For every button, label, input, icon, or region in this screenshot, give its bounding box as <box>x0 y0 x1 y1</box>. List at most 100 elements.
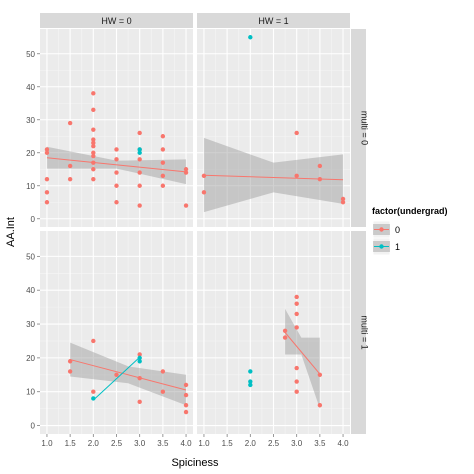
data-point-0 <box>114 147 119 152</box>
y-tick-label: 50 <box>26 252 35 261</box>
data-point-1 <box>137 359 142 364</box>
data-point-0 <box>114 170 119 175</box>
data-point-0 <box>137 352 142 357</box>
data-point-1 <box>248 369 253 374</box>
data-point-0 <box>91 137 96 142</box>
data-point-0 <box>201 190 207 195</box>
y-tick-label: 20 <box>26 149 35 158</box>
x-tick-label: 3.5 <box>157 439 169 448</box>
data-point-0 <box>183 382 189 388</box>
panel-data-1-1 <box>248 294 323 409</box>
x-tick-label: 1.0 <box>41 439 53 448</box>
data-point-0 <box>91 167 96 172</box>
data-point-0 <box>294 311 299 317</box>
y-tick-label: 30 <box>26 116 35 125</box>
data-point-0 <box>67 369 73 374</box>
data-point-0 <box>44 150 50 155</box>
panel-data-0-0 <box>44 91 189 208</box>
data-point-0 <box>183 167 189 172</box>
data-point-0 <box>91 176 96 182</box>
data-point-0 <box>137 157 142 162</box>
data-point-0 <box>282 328 288 334</box>
data-point-1 <box>137 150 142 155</box>
data-point-0 <box>91 143 96 149</box>
data-point-0 <box>137 183 142 188</box>
data-point-0 <box>294 130 299 136</box>
data-point-1 <box>137 147 142 152</box>
data-point-0 <box>91 107 96 113</box>
data-point-0 <box>201 173 207 179</box>
strip-row-1-label: multi = 1 <box>360 315 370 349</box>
confidence-band-0 <box>46 146 187 185</box>
data-point-0 <box>160 134 166 139</box>
panel-1-0 <box>40 231 193 434</box>
data-point-0 <box>317 163 323 169</box>
data-point-0 <box>91 150 96 155</box>
legend-entry-0-label: 0 <box>395 225 400 235</box>
data-point-0 <box>67 176 73 182</box>
strip-row-0 <box>351 29 366 227</box>
legend-title: factor(undergrad) <box>372 206 448 216</box>
data-point-0 <box>67 120 73 126</box>
data-point-1 <box>91 396 96 401</box>
data-point-0 <box>294 365 299 371</box>
x-tick-label: 2.5 <box>268 439 280 448</box>
data-point-0 <box>67 359 73 364</box>
data-point-0 <box>91 389 96 394</box>
data-point-0 <box>160 369 166 374</box>
x-tick-label: 3.0 <box>291 439 303 448</box>
panel-data-1-0 <box>67 338 189 415</box>
facet-strips: HW = 0 HW = 1 multi = 0 multi = 1 <box>40 13 370 434</box>
data-point-0 <box>114 372 119 377</box>
data-point-0 <box>317 372 323 377</box>
data-point-0 <box>282 335 288 340</box>
data-point-1 <box>248 379 253 384</box>
data-point-0 <box>294 173 299 179</box>
y-tick-label: 20 <box>26 354 35 363</box>
data-point-0 <box>160 389 166 394</box>
data-point-0 <box>317 403 323 408</box>
fit-line-0 <box>284 332 321 375</box>
data-point-0 <box>183 170 189 175</box>
data-point-0 <box>183 409 189 415</box>
fit-line-0 <box>70 359 187 391</box>
data-point-0 <box>294 301 299 306</box>
y-tick-label: 10 <box>26 388 35 397</box>
data-point-0 <box>114 183 119 188</box>
data-point-0 <box>44 190 50 195</box>
fit-line-0 <box>46 157 187 173</box>
data-point-0 <box>294 379 299 384</box>
y-tick-label: 40 <box>26 83 35 92</box>
legend: factor(undergrad) 0 1 <box>372 206 448 256</box>
data-point-0 <box>183 203 189 208</box>
data-point-0 <box>137 399 142 405</box>
data-point-0 <box>183 403 189 408</box>
x-tick-label: 1.0 <box>198 439 210 448</box>
x-tick-label: 3.5 <box>314 439 326 448</box>
data-point-0 <box>91 153 96 159</box>
x-tick-label: 4.0 <box>337 439 349 448</box>
data-point-0 <box>340 196 346 202</box>
y-tick-label: 30 <box>26 320 35 329</box>
data-point-0 <box>137 170 142 175</box>
data-point-0 <box>160 173 166 179</box>
y-axis-title: AA.Int <box>5 217 17 247</box>
data-point-0 <box>91 91 96 96</box>
y-tick-label: 0 <box>31 422 36 431</box>
fit-line-1 <box>92 356 141 401</box>
data-point-0 <box>317 176 323 182</box>
data-point-1 <box>248 382 253 388</box>
data-point-0 <box>137 203 142 208</box>
confidence-band-0 <box>203 137 344 213</box>
y-tick-label: 50 <box>26 50 35 59</box>
panel-0-0 <box>40 29 193 227</box>
data-point-0 <box>294 389 299 394</box>
panel-1-1 <box>197 231 350 434</box>
legend-key-0-point <box>379 227 384 232</box>
y-tick-label: 40 <box>26 286 35 295</box>
data-point-0 <box>137 130 142 136</box>
x-tick-label: 2.5 <box>111 439 123 448</box>
panel-data-0-1 <box>201 35 346 213</box>
x-axis-title: Spiciness <box>171 457 219 469</box>
